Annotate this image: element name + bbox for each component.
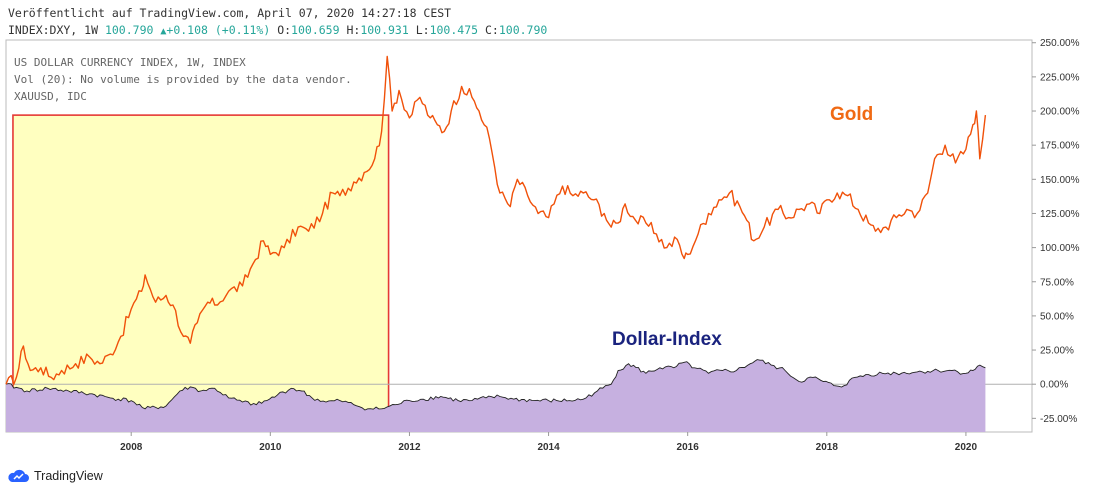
y-tick-label: 75.00% [1040,277,1074,288]
y-tick-label: 100.00% [1040,243,1080,254]
y-tick-label: 0.00% [1040,380,1068,391]
y-tick-label: 250.00% [1040,38,1080,49]
low-label: L: [415,23,430,37]
y-tick-label: -25.00% [1040,414,1077,425]
last-value: 100.790 [104,23,154,37]
gold-line [5,55,987,385]
low-value: 100.475 [429,23,479,37]
dollar-index-line [5,359,986,411]
tradingview-cloud-icon [8,469,29,482]
symbol-label: INDEX:DXY, 1W [8,23,99,37]
x-tick-label: 2014 [537,442,560,453]
open-value: 100.659 [291,23,340,37]
ohlc-strip: INDEX:DXY, 1W 100.790 ▲+0.108 (+0.11%) O… [8,23,547,37]
x-axis: 2008 2010 2012 2014 2016 2018 2020 [120,432,977,453]
high-label: H: [346,23,361,37]
x-tick-label: 2020 [955,442,978,453]
y-tick-label: 125.00% [1040,209,1080,220]
legend-line-3: XAUUSD, IDC [14,90,87,103]
gold-annotation: Gold [830,104,873,125]
close-value: 100.790 [498,23,548,37]
x-tick-label: 2008 [120,442,143,453]
legend-line-1: US DOLLAR CURRENCY INDEX, 1W, INDEX [14,56,246,69]
y-tick-label: 50.00% [1040,311,1074,322]
y-tick-label: 150.00% [1040,175,1080,186]
x-tick-label: 2018 [816,442,839,453]
published-caption: Veröffentlicht auf TradingView.com, Apri… [8,6,452,20]
y-tick-label: 200.00% [1040,107,1080,118]
dollar-index-area [6,359,986,432]
highlight-range [12,114,390,425]
legend-line-2: Vol (20): No volume is provided by the d… [14,73,352,86]
change-value: +0.108 (+0.11%) [166,23,271,37]
y-axis: 250.00% 225.00% 200.00% 175.00% 150.00% 125.0… [1032,38,1080,425]
close-label: C: [484,23,499,37]
high-value: 100.931 [360,23,409,37]
x-tick-label: 2012 [398,442,421,453]
brand-name: TradingView [34,469,103,483]
open-label: O: [277,23,292,37]
y-tick-label: 175.00% [1040,141,1080,152]
footer-brand[interactable]: TradingView [6,468,103,484]
y-tick-label: 225.00% [1040,72,1080,83]
dollar-index-annotation: Dollar-Index [612,329,722,350]
x-tick-label: 2010 [259,442,282,453]
x-tick-label: 2016 [677,442,700,453]
y-tick-label: 25.00% [1040,346,1074,357]
up-arrow-icon: ▲ [160,26,167,37]
